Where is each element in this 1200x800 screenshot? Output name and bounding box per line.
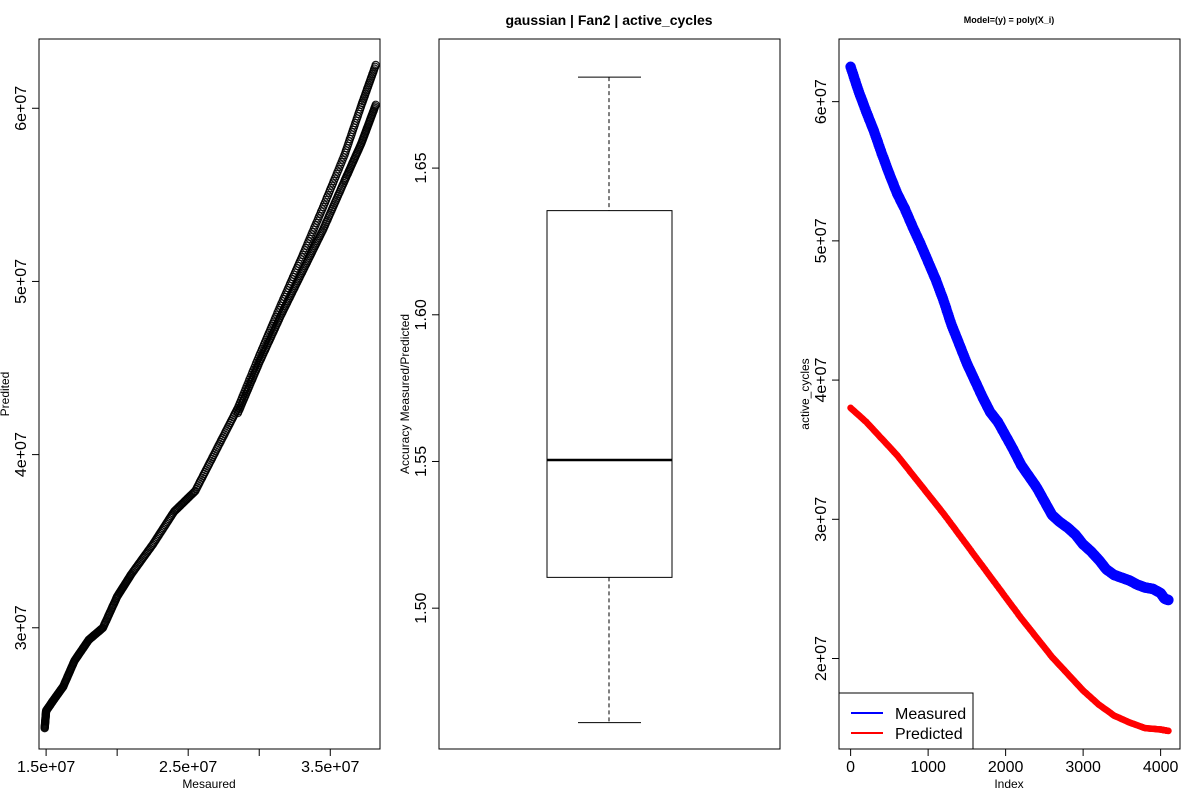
scatter-point [371, 100, 380, 110]
scatter-y-label: Predited [0, 372, 12, 417]
scatter-x-label: Mesaured [182, 777, 235, 791]
scatter-plot-frame [38, 38, 381, 750]
scatter-y-tick-label: 4e+07 [13, 432, 30, 477]
lines-x-tick-label: 2000 [988, 759, 1024, 776]
scatter-y-tick-label: 3e+07 [13, 605, 30, 650]
lines-x-tick-label: 4000 [1143, 759, 1179, 776]
boxplot-box-group [546, 76, 673, 724]
scatter-y-tick-label: 5e+07 [13, 259, 30, 304]
lines-y-tick-label: 3e+07 [813, 497, 830, 542]
legend-label-measured: Measured [895, 706, 966, 723]
boxplot-y-tick-label: 1.65 [413, 152, 430, 183]
lines-y-tick-label: 5e+07 [813, 218, 830, 263]
scatter-x-tick-label: 2.5e+07 [159, 759, 217, 776]
boxplot-title: gaussian | Fan2 | active_cycles [505, 12, 712, 28]
series-point [1163, 594, 1174, 606]
lines-y-tick-label: 4e+07 [813, 358, 830, 403]
lines-y-tick-label: 6e+07 [813, 79, 830, 124]
boxplot-y-tick-label: 1.55 [413, 446, 430, 477]
boxplot-y-axis: 1.50 1.55 1.60 1.65 [413, 152, 439, 624]
series-point [1165, 727, 1172, 735]
panel-scatter: 1.5e+07 2.5e+07 3.5e+07 3e+07 4e+07 5e+07 6e+… [0, 38, 381, 791]
lines-title: Model=(y) = poly(X_i) [964, 15, 1055, 25]
scatter-x-tick-label: 1.5e+07 [17, 759, 75, 776]
legend-box [838, 692, 974, 750]
panel-lines: 0 1000 2000 3000 4000 2e+07 3e+07 4e+07 5e+07 6e… [798, 15, 1181, 791]
series-measured [845, 61, 1174, 606]
iqr-box [546, 210, 673, 578]
lines-x-tick-label: 3000 [1065, 759, 1101, 776]
lines-x-axis: 0 1000 2000 3000 4000 [846, 749, 1179, 776]
boxplot-y-label: Accuracy Measured/Predicted [398, 314, 412, 474]
line-series-group [845, 61, 1174, 735]
lines-x-label: Index [994, 777, 1023, 791]
lines-x-tick-label: 0 [846, 759, 855, 776]
scatter-x-tick-label: 3.5e+07 [301, 759, 359, 776]
lines-plot-frame [838, 38, 1181, 750]
scatter-point [371, 60, 380, 70]
scatter-points [40, 60, 380, 733]
lines-y-label: active_cycles [798, 358, 812, 429]
boxplot-plot-frame [438, 38, 781, 750]
lines-y-axis: 2e+07 3e+07 4e+07 5e+07 6e+07 [813, 79, 839, 681]
legend: Measured Predicted [838, 692, 974, 750]
scatter-y-tick-label: 6e+07 [13, 86, 30, 131]
series-predicted [847, 404, 1172, 735]
panel-boxplot: 1.50 1.55 1.60 1.65 gaussian | Fan2 | activ… [398, 12, 781, 750]
lines-y-tick-label: 2e+07 [813, 636, 830, 681]
scatter-y-axis: 3e+07 4e+07 5e+07 6e+07 [13, 86, 39, 650]
boxplot-y-tick-label: 1.60 [413, 299, 430, 330]
legend-label-predicted: Predicted [895, 726, 963, 743]
lines-x-tick-label: 1000 [910, 759, 946, 776]
scatter-x-axis: 1.5e+07 2.5e+07 3.5e+07 [17, 749, 360, 776]
boxplot-y-tick-label: 1.50 [413, 593, 430, 624]
